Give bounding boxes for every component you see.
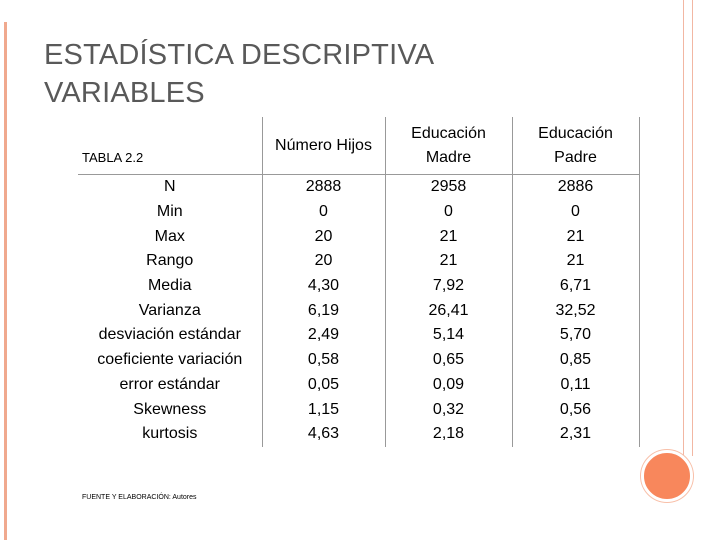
table-cell: 20 [262,224,386,250]
table-cell: 2,18 [385,421,513,447]
slide-title-line-1: ESTADÍSTICA DESCRIPTIVA [44,39,435,71]
table-cell: 0,65 [385,347,513,373]
table-cell: 7,92 [385,273,513,299]
table-row: N 2888 2958 2886 [78,173,640,200]
row-label: Min [78,199,263,225]
table-row: coeficiente variación 0,58 0,65 0,85 [78,347,640,373]
table-cell: 21 [512,249,640,274]
table-cell: 0 [512,199,640,225]
table-cell: 2888 [262,173,386,200]
right-decorative-frame [683,0,693,456]
row-label: Max [78,224,263,250]
slide-title: ESTADÍSTICA DESCRIPTIVA VARIABLES [44,36,644,112]
header-text: Educación [538,124,613,142]
header-educacion-padre: Educación Padre [512,117,640,175]
header-text: Número Hijos [275,136,372,154]
table-cell: 2886 [512,173,640,200]
table-cell: 4,63 [262,421,386,447]
table-row: error estándar 0,05 0,09 0,11 [78,372,640,398]
row-label: kurtosis [78,421,263,447]
table-row: Max 20 21 21 [78,224,640,250]
header-corner [78,117,263,175]
table-cell: 20 [262,249,386,274]
table-cell: 2958 [385,173,513,200]
source-footer: FUENTE Y ELABORACIÓN: Autores [82,494,197,501]
table-row: Skewness 1,15 0,32 0,56 [78,397,640,422]
table-row: Varianza 6,19 26,41 32,52 [78,298,640,324]
slide-title-line-2: VARIABLES [44,77,205,109]
row-label: Varianza [78,298,263,324]
table-cell: 4,30 [262,273,386,299]
table-cell: 21 [385,249,513,274]
table-cell: 2,49 [262,323,386,348]
table-cell: 6,71 [512,273,640,299]
table-cell: 21 [385,224,513,250]
row-label: desviación estándar [78,323,263,348]
table-cell: 1,15 [262,397,386,422]
table-row: Rango 20 21 21 [78,249,640,274]
decorative-circle [641,450,693,502]
table-header-row: Número Hijos Educación Madre Educación P… [78,117,640,175]
row-label: Rango [78,249,263,274]
header-educacion-madre: Educación Madre [385,117,513,175]
table-cell: 5,14 [385,323,513,348]
row-label: Media [78,273,263,299]
row-label: error estándar [78,372,263,398]
table-cell: 6,19 [262,298,386,324]
table-cell: 0 [262,199,386,225]
header-text: Educación [411,124,486,142]
table-cell: 0 [385,199,513,225]
table-cell: 0,09 [385,372,513,398]
table-body: N 2888 2958 2886 Min 0 0 0 Max 20 21 21 Rango 20 21 21 M… [78,173,640,447]
table-cell: 0,11 [512,372,640,398]
row-label: coeficiente variación [78,347,263,373]
left-accent-rule [4,22,7,540]
table-cell: 0,05 [262,372,386,398]
table-row: desviación estándar 2,49 5,14 5,70 [78,323,640,348]
table-cell: 5,70 [512,323,640,348]
table-cell: 0,58 [262,347,386,373]
table-cell: 21 [512,224,640,250]
table-row: kurtosis 4,63 2,18 2,31 [78,421,640,447]
header-text: Madre [425,148,472,166]
table-cell: 32,52 [512,298,640,324]
table-cell: 0,56 [512,397,640,422]
header-text: Padre [554,148,597,166]
row-label: N [78,173,263,200]
table-cell: 0,32 [385,397,513,422]
statistics-table: Número Hijos Educación Madre Educación P… [78,117,640,447]
row-label: Skewness [78,397,263,422]
table-cell: 26,41 [385,298,513,324]
table-row: Min 0 0 0 [78,199,640,225]
table-row: Media 4,30 7,92 6,71 [78,273,640,299]
header-numero-hijos: Número Hijos [262,117,386,175]
table-cell: 0,85 [512,347,640,373]
table-cell: 2,31 [512,421,640,447]
